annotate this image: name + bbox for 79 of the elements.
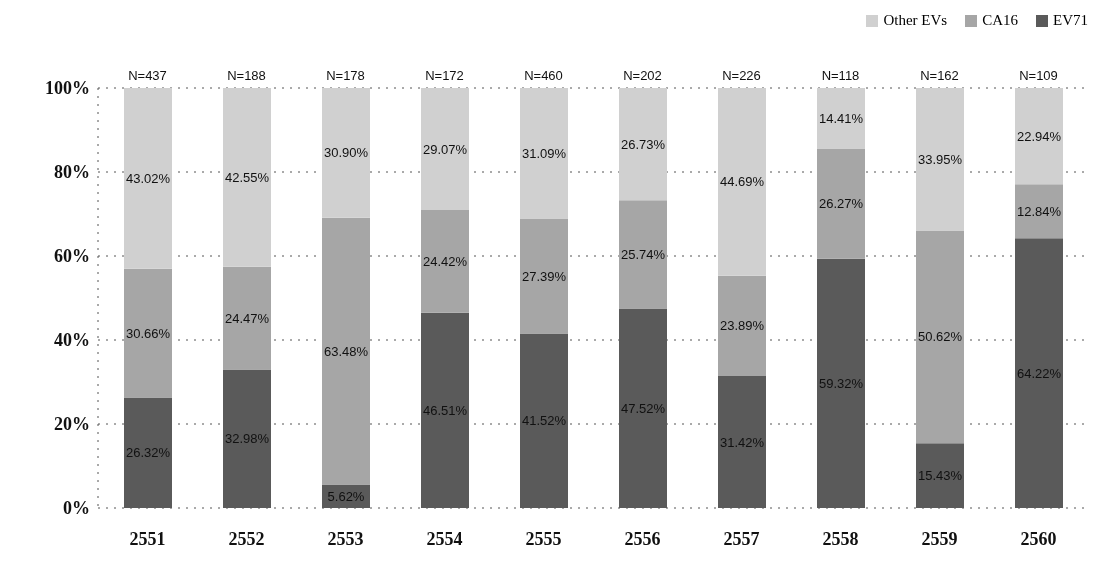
- y-tick-label: 60%: [54, 246, 90, 267]
- bar: [520, 88, 568, 219]
- x-tick-label: 2555: [525, 528, 562, 549]
- data-label: 26.27%: [818, 196, 864, 212]
- bar: [1015, 184, 1063, 239]
- bar: [223, 266, 271, 370]
- annotation: N=109: [1019, 68, 1058, 83]
- data-label: 24.42%: [422, 253, 468, 269]
- data-label: 42.55%: [224, 169, 270, 185]
- bar: [1015, 88, 1063, 185]
- annotation: N=172: [425, 68, 464, 83]
- bar: [718, 88, 766, 276]
- x-tick-label: 2554: [426, 528, 463, 549]
- legend-label: EV71: [1053, 12, 1088, 29]
- bar: [916, 230, 964, 444]
- data-label: 25.74%: [620, 246, 666, 262]
- data-label: 24.47%: [224, 310, 270, 326]
- data-label: 31.09%: [521, 145, 567, 161]
- bar: [322, 88, 370, 218]
- legend-label: CA16: [982, 12, 1018, 29]
- data-label: 44.69%: [719, 174, 765, 190]
- bar: [520, 218, 568, 334]
- data-label: 43.02%: [125, 170, 171, 186]
- data-label: 31.42%: [719, 434, 765, 450]
- data-label: 46.51%: [422, 402, 468, 418]
- bar: [916, 88, 964, 231]
- annotation: N=162: [920, 68, 959, 83]
- y-tick-label: 0%: [63, 498, 90, 519]
- annotation: N=226: [722, 68, 761, 83]
- legend-label: Other EVs: [883, 12, 948, 29]
- x-tick-label: 2553: [327, 528, 364, 549]
- annotation: N=460: [524, 68, 563, 83]
- bar: [817, 88, 865, 149]
- bar: [718, 275, 766, 377]
- data-label: 33.95%: [917, 151, 963, 167]
- annotation: N=178: [326, 68, 365, 83]
- data-label: 59.32%: [818, 375, 864, 391]
- x-tick-label: 2558: [822, 528, 859, 549]
- data-label: 50.62%: [917, 329, 963, 345]
- data-label: 41.52%: [521, 413, 567, 429]
- bar: [223, 88, 271, 267]
- data-label: 15.43%: [917, 468, 963, 484]
- annotation: N=437: [128, 68, 167, 83]
- x-tick-label: 2556: [624, 528, 661, 549]
- data-label: 27.39%: [521, 268, 567, 284]
- data-label: 30.66%: [125, 325, 171, 341]
- bar: [817, 148, 865, 259]
- annotation: N=118: [821, 68, 860, 83]
- data-label: 63.48%: [323, 343, 369, 359]
- data-label: 14.41%: [818, 110, 864, 126]
- bar: [619, 88, 667, 201]
- bar: [124, 268, 172, 398]
- data-label: 12.84%: [1016, 203, 1062, 219]
- bar: [421, 88, 469, 211]
- bar: [421, 210, 469, 313]
- x-tick-label: 2552: [228, 528, 265, 549]
- data-label: 23.89%: [719, 318, 765, 334]
- bar: [124, 88, 172, 269]
- x-tick-label: 2557: [723, 528, 760, 549]
- data-label: 26.73%: [620, 136, 666, 152]
- data-label: 30.90%: [323, 145, 369, 161]
- y-tick-label: 80%: [54, 162, 90, 183]
- bar: [322, 217, 370, 485]
- data-label: 29.07%: [422, 141, 468, 157]
- annotation: N=202: [623, 68, 662, 83]
- y-tick-label: 20%: [54, 414, 90, 435]
- bar: [619, 200, 667, 309]
- x-tick-label: 2560: [1020, 528, 1057, 549]
- data-label: 64.22%: [1016, 365, 1062, 381]
- data-label: 22.94%: [1016, 128, 1062, 144]
- data-label: 5.62%: [327, 488, 365, 504]
- y-tick-label: 40%: [54, 330, 90, 351]
- data-label: 47.52%: [620, 400, 666, 416]
- data-label: 26.32%: [125, 445, 171, 461]
- x-tick-label: 2559: [921, 528, 958, 549]
- y-tick-label: 100%: [45, 78, 90, 99]
- data-label: 32.98%: [224, 431, 270, 447]
- x-tick-label: 2551: [129, 528, 166, 549]
- annotation: N=188: [227, 68, 266, 83]
